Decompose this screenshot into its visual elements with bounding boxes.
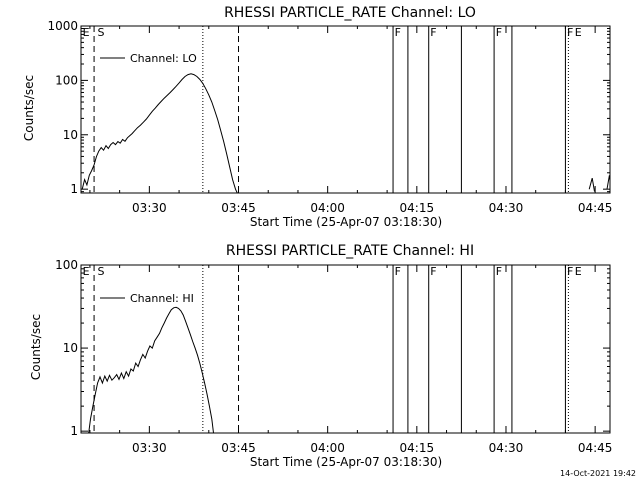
x-tick-label: 03:30 xyxy=(132,441,167,455)
series-line xyxy=(88,306,214,433)
chart-title: RHESSI PARTICLE_RATE Channel: LO xyxy=(224,5,476,21)
flag-label: E xyxy=(83,26,90,39)
x-tick-label: 04:15 xyxy=(400,441,435,455)
x-tick-label: 03:45 xyxy=(221,201,256,215)
y-tick-label: 10 xyxy=(63,341,78,355)
flag-label: F xyxy=(567,26,573,39)
chart-panel-hi: RHESSI PARTICLE_RATE Channel: HI Start T… xyxy=(29,243,613,469)
legend-label: Channel: HI xyxy=(130,292,194,305)
series-line xyxy=(588,177,595,192)
series-line xyxy=(606,175,610,190)
flag-label: E xyxy=(575,26,582,39)
x-tick-label: 04:30 xyxy=(489,441,524,455)
plot-frame xyxy=(80,25,611,194)
x-tick-label: 04:15 xyxy=(400,201,435,215)
series-line xyxy=(81,73,238,193)
x-tick-label: 04:30 xyxy=(489,201,524,215)
x-tick-label: 04:00 xyxy=(310,201,345,215)
flag-label: S xyxy=(97,265,104,278)
flag-label: F xyxy=(496,26,502,39)
flag-label: F xyxy=(567,265,573,278)
y-axis-label: Counts/sec xyxy=(29,314,43,380)
flag-label: F xyxy=(430,26,436,39)
flag-label: E xyxy=(83,265,90,278)
x-tick-label: 04:00 xyxy=(310,441,345,455)
legend-label: Channel: LO xyxy=(130,52,197,65)
flag-label: F xyxy=(496,265,502,278)
y-tick-label: 10 xyxy=(63,128,78,142)
y-axis-label: Counts/sec xyxy=(22,75,36,141)
flag-label: F xyxy=(395,265,401,278)
x-axis-label: Start Time (25-Apr-07 03:18:30) xyxy=(250,215,442,229)
event-lines xyxy=(93,26,569,193)
flag-label: E xyxy=(575,265,582,278)
chart-title: RHESSI PARTICLE_RATE Channel: HI xyxy=(226,243,474,259)
y-tick-label: 1 xyxy=(70,424,78,438)
series-group xyxy=(81,73,610,193)
y-tick-label: 100 xyxy=(55,258,78,272)
y-tick-label: 100 xyxy=(55,73,78,87)
x-tick-label: 04:45 xyxy=(578,441,613,455)
chart-panel-lo: RHESSI PARTICLE_RATE Channel: LO Start T… xyxy=(22,5,613,229)
x-axis-label: Start Time (25-Apr-07 03:18:30) xyxy=(250,455,442,469)
generation-timestamp: 14-Oct-2021 19:42 xyxy=(560,469,636,478)
x-tick-label: 03:30 xyxy=(132,201,167,215)
x-tick-label: 04:45 xyxy=(578,201,613,215)
flag-label: F xyxy=(430,265,436,278)
y-tick-label: 1000 xyxy=(47,19,78,33)
flag-label: S xyxy=(97,26,104,39)
x-tick-label: 03:45 xyxy=(221,441,256,455)
y-tick-label: 1 xyxy=(70,182,78,196)
flag-label: F xyxy=(395,26,401,39)
plot-frame xyxy=(80,264,611,434)
event-lines xyxy=(93,265,569,433)
series-group xyxy=(88,306,214,433)
